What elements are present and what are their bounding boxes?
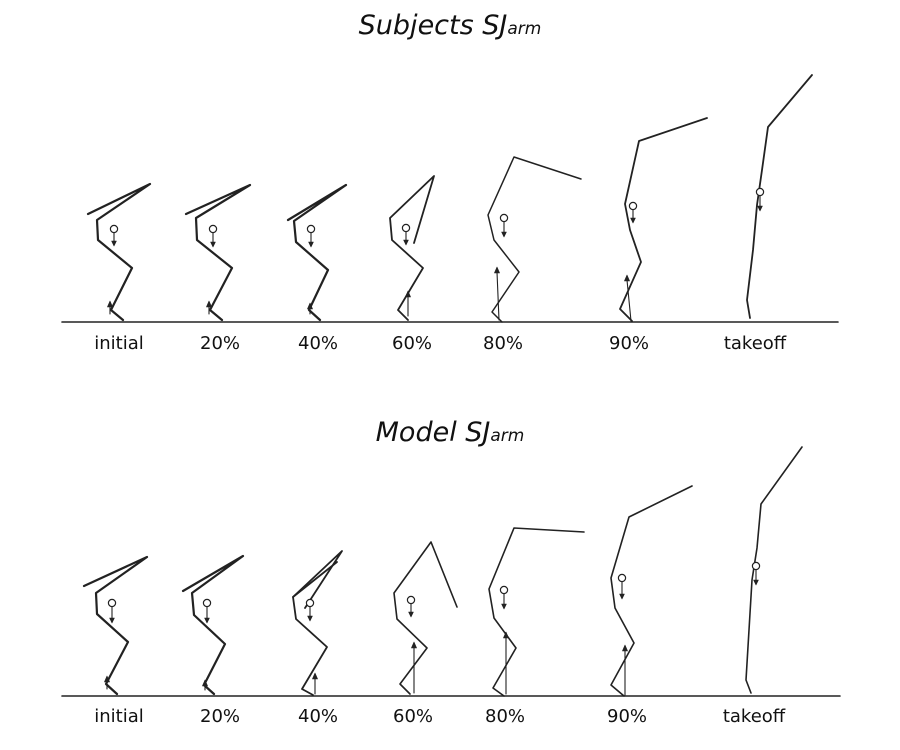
force-arrowhead-bottom-20 [202, 679, 208, 687]
panel-title-subjects-subscript: arm [507, 19, 542, 39]
phase-label-bottom-20: 20% [199, 706, 241, 727]
stick-figure-top-20 [184, 183, 252, 322]
force-arrow-top-80 [496, 271, 500, 321]
phase-label-top-20: 20% [199, 333, 241, 354]
phase-label-bottom-initial: initial [94, 706, 144, 727]
com-arrowhead-top-40 [308, 241, 314, 248]
com-arrowhead-top-80 [501, 231, 507, 238]
force-arrowhead-bottom-90 [622, 644, 628, 652]
force-arrowhead-top-20 [206, 300, 212, 308]
com-arrowhead-top-60 [403, 239, 409, 246]
com-marker-bottom-initial [107, 598, 117, 608]
panel-title-subjects-main: Subjects SJ [358, 10, 508, 41]
force-arrowhead-top-60 [405, 290, 411, 298]
stick-figure-top-40 [286, 183, 348, 322]
com-arrowhead-top-initial [111, 240, 117, 247]
force-arrowhead-bottom-80 [503, 631, 509, 639]
com-marker-top-initial [109, 224, 119, 234]
force-arrowhead-top-40 [307, 302, 313, 310]
com-arrowhead-bottom-60 [408, 611, 414, 618]
com-marker-bottom-20 [202, 598, 212, 608]
com-marker-bottom-80 [499, 585, 509, 595]
force-arrowhead-bottom-60 [411, 641, 417, 649]
com-marker-top-takeoff [755, 187, 765, 197]
phase-label-bottom-40: 40% [297, 706, 339, 727]
stick-figure-bottom-60 [393, 541, 458, 695]
com-arrowhead-top-takeoff [757, 205, 763, 212]
phase-label-top-90: 90% [608, 333, 650, 354]
phase-label-top-initial: initial [94, 333, 144, 354]
com-marker-bottom-40 [305, 598, 315, 608]
com-arrowhead-bottom-takeoff [753, 579, 759, 586]
force-arrow-top-90 [626, 279, 632, 322]
com-marker-bottom-60 [406, 595, 416, 605]
stick-figure-top-60 [389, 175, 435, 321]
stick-figure-bottom-90 [610, 485, 693, 697]
com-arrowhead-bottom-90 [619, 593, 625, 600]
phase-label-top-takeoff: takeoff [723, 333, 787, 354]
com-marker-bottom-takeoff [751, 561, 761, 571]
force-arrowhead-bottom-initial [104, 675, 110, 683]
arm-segment-bottom-40 [292, 561, 338, 598]
phase-label-top-60: 60% [391, 333, 433, 354]
force-arrowhead-top-80 [494, 266, 500, 274]
stick-figure-top-80 [487, 156, 582, 323]
force-arrowhead-bottom-40 [312, 672, 318, 680]
com-arrowhead-bottom-initial [109, 617, 115, 624]
panel-title-subjects: Subjects SJarm [0, 10, 900, 41]
stick-figure-top-takeoff [746, 74, 813, 319]
com-marker-top-60 [401, 223, 411, 233]
stick-figure-top-initial [86, 182, 152, 322]
panel-title-model-subscript: arm [490, 426, 525, 446]
stick-figure-bottom-20 [181, 554, 245, 696]
phase-label-bottom-80: 80% [484, 706, 526, 727]
phase-label-bottom-90: 90% [606, 706, 648, 727]
phase-label-bottom-60: 60% [392, 706, 434, 727]
com-arrowhead-bottom-20 [204, 617, 210, 624]
stick-figure-bottom-takeoff [745, 446, 803, 694]
phase-label-top-40: 40% [297, 333, 339, 354]
com-arrowhead-bottom-80 [501, 603, 507, 610]
com-marker-top-90 [628, 201, 638, 211]
com-marker-top-80 [499, 213, 509, 223]
com-arrowhead-top-90 [630, 217, 636, 224]
force-arrowhead-top-initial [107, 300, 113, 308]
com-arrowhead-top-20 [210, 241, 216, 248]
phase-label-bottom-takeoff: takeoff [722, 706, 786, 727]
panel-title-model-main: Model SJ [375, 417, 491, 448]
com-arrowhead-bottom-40 [307, 615, 313, 622]
stick-figure-bottom-initial [82, 555, 149, 696]
stick-figure-top-90 [619, 117, 708, 322]
force-arrowhead-top-90 [624, 274, 630, 282]
stick-figure-bottom-40 [292, 550, 343, 696]
com-marker-top-20 [208, 224, 218, 234]
panel-title-model: Model SJarm [0, 417, 900, 448]
com-marker-bottom-90 [617, 573, 627, 583]
phase-label-top-80: 80% [482, 333, 524, 354]
stick-figure-bottom-80 [488, 527, 585, 697]
com-marker-top-40 [306, 224, 316, 234]
